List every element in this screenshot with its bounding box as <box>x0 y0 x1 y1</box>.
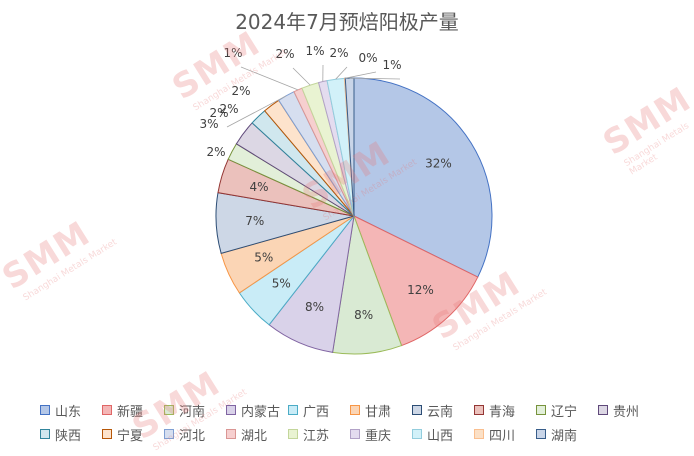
leader-line <box>293 68 310 85</box>
legend-label: 湖南 <box>551 425 577 444</box>
legend-swatch <box>102 429 112 439</box>
data-label: 32% <box>425 157 452 171</box>
data-label: 5% <box>254 251 273 265</box>
leader-line <box>336 67 347 79</box>
data-label: 0% <box>358 51 377 65</box>
data-label: 1% <box>305 44 324 58</box>
data-label: 2% <box>206 145 225 159</box>
legend-label: 辽宁 <box>551 401 577 420</box>
legend-label: 新疆 <box>117 401 143 420</box>
legend-item: 云南 <box>412 401 474 420</box>
legend-label: 山东 <box>55 401 81 420</box>
data-label: 2% <box>231 84 250 98</box>
legend-item: 河南 <box>164 401 226 420</box>
legend-swatch <box>412 429 422 439</box>
legend-item: 湖南 <box>536 425 598 444</box>
legend-swatch <box>350 429 360 439</box>
data-label: 1% <box>382 58 401 72</box>
legend-label: 山西 <box>427 425 453 444</box>
legend-item: 江苏 <box>288 425 350 444</box>
legend-label: 青海 <box>489 401 515 420</box>
legend-swatch <box>40 429 50 439</box>
legend-swatch <box>350 405 360 415</box>
legend-swatch <box>288 405 298 415</box>
legend-item: 四川 <box>474 425 536 444</box>
data-label: 8% <box>354 308 373 322</box>
legend-item: 甘肃 <box>350 401 412 420</box>
chart-legend: 山东 新疆 河南 内蒙古 广西 甘肃 云南 青海 辽宁 贵州陕西 宁夏 河北 湖北 江苏 重庆 山西 四川 湖南 <box>40 398 680 446</box>
legend-swatch <box>40 405 50 415</box>
data-label: 1% <box>223 46 242 60</box>
legend-label: 江苏 <box>303 425 329 444</box>
legend-item: 辽宁 <box>536 401 598 420</box>
data-label: 8% <box>305 300 324 314</box>
legend-swatch <box>536 429 546 439</box>
legend-label: 宁夏 <box>117 425 143 444</box>
legend-item: 河北 <box>164 425 226 444</box>
legend-item: 重庆 <box>350 425 412 444</box>
legend-label: 广西 <box>303 401 329 420</box>
data-label: 4% <box>249 180 268 194</box>
legend-item: 新疆 <box>102 401 164 420</box>
legend-label: 内蒙古 <box>241 401 280 420</box>
data-label: 7% <box>245 214 264 228</box>
legend-item: 青海 <box>474 401 536 420</box>
legend-swatch <box>164 405 174 415</box>
leader-line <box>345 72 376 78</box>
legend-swatch <box>226 405 236 415</box>
data-label: 2% <box>275 47 294 61</box>
legend-item: 贵州 <box>598 401 660 420</box>
legend-label: 重庆 <box>365 425 391 444</box>
legend-label: 河北 <box>179 425 205 444</box>
legend-swatch <box>474 405 484 415</box>
legend-swatch <box>102 405 112 415</box>
legend-item: 陕西 <box>40 425 102 444</box>
legend-item: 广西 <box>288 401 350 420</box>
legend-label: 陕西 <box>55 425 81 444</box>
legend-item: 内蒙古 <box>226 401 288 420</box>
legend-swatch <box>164 429 174 439</box>
legend-item: 山西 <box>412 425 474 444</box>
legend-label: 湖北 <box>241 425 267 444</box>
legend-swatch <box>412 405 422 415</box>
legend-item: 宁夏 <box>102 425 164 444</box>
legend-swatch <box>598 405 608 415</box>
legend-swatch <box>288 429 298 439</box>
legend-swatch <box>474 429 484 439</box>
data-label: 2% <box>329 46 348 60</box>
legend-row: 山东 新疆 河南 内蒙古 广西 甘肃 云南 青海 辽宁 贵州 <box>40 398 680 422</box>
legend-label: 云南 <box>427 401 453 420</box>
legend-label: 河南 <box>179 401 205 420</box>
legend-label: 四川 <box>489 425 515 444</box>
data-label: 2% <box>209 106 228 120</box>
legend-item: 湖北 <box>226 425 288 444</box>
pie-chart: 32%12%8%8%5%5%7%4%2%3%2%2%2%1%2%1%2%0%1% <box>0 0 694 400</box>
data-label: 12% <box>407 283 434 297</box>
legend-label: 甘肃 <box>365 401 391 420</box>
legend-label: 贵州 <box>613 401 639 420</box>
legend-row: 陕西 宁夏 河北 湖北 江苏 重庆 山西 四川 湖南 <box>40 422 680 446</box>
legend-swatch <box>536 405 546 415</box>
legend-swatch <box>226 429 236 439</box>
data-label: 5% <box>272 277 291 291</box>
legend-item: 山东 <box>40 401 102 420</box>
